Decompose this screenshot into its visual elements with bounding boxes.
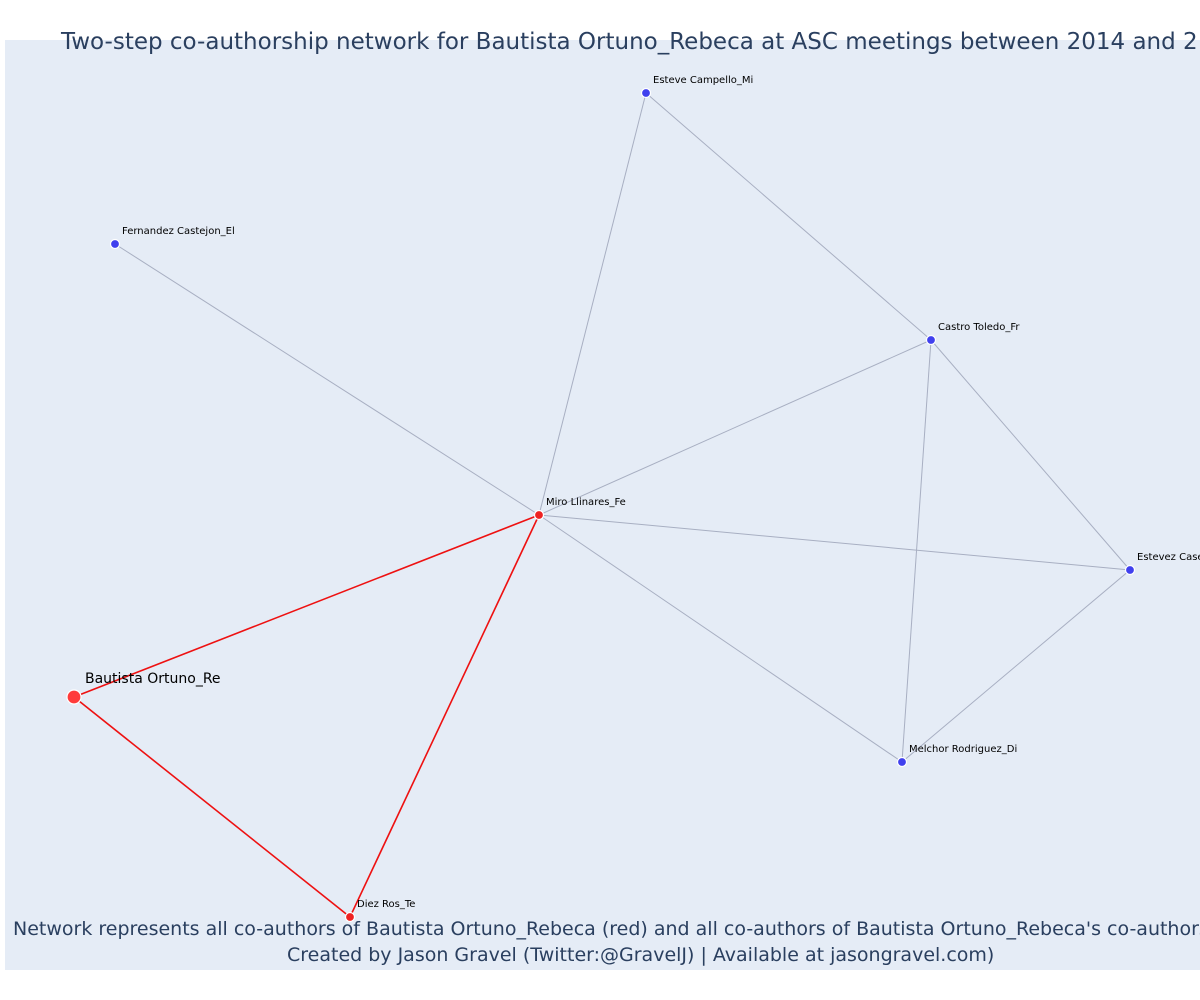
edge-castro-melchor	[901, 339, 932, 763]
node-label-diez: Diez Ros_Te	[357, 899, 415, 910]
nodes-layer	[66, 87, 1136, 923]
node-label-esteve: Esteve Campello_Mi	[653, 75, 753, 86]
node-label-miro: Miro Llinares_Fe	[546, 497, 626, 508]
edge-bautista-diez	[73, 696, 351, 918]
node-label-melchor: Melchor Rodriguez_Di	[909, 744, 1017, 755]
plot-area	[5, 40, 1200, 970]
edge-miro-esteve	[538, 92, 647, 516]
node-miro[interactable]	[533, 509, 545, 521]
edge-estevez-melchor	[901, 569, 1131, 763]
node-label-castro: Castro Toledo_Fr	[938, 322, 1020, 333]
labels-layer: Bautista Ortuno_Re Miro Llinares_Fe Diez R…	[85, 75, 1200, 910]
chart-title: Two-step co-authorship network for Bauti…	[61, 29, 1198, 55]
edge-miro-estevez	[538, 514, 1131, 571]
node-esteve[interactable]	[640, 87, 652, 99]
node-bautista[interactable]	[66, 689, 82, 705]
edge-miro-diez	[349, 514, 540, 918]
caption-credit: Created by Jason Gravel (Twitter:@Gravel…	[287, 944, 995, 966]
node-melchor[interactable]	[896, 756, 908, 768]
node-label-fernandez: Fernandez Castejon_El	[122, 226, 235, 237]
node-estevez[interactable]	[1124, 564, 1136, 576]
edge-miro-fernandez	[114, 243, 540, 516]
edge-castro-estevez	[930, 339, 1131, 571]
node-fernandez[interactable]	[109, 238, 121, 250]
edge-miro-melchor	[538, 514, 903, 763]
edge-esteve-castro	[645, 92, 932, 341]
node-label-estevez: Estevez Case	[1137, 552, 1200, 563]
node-diez[interactable]	[344, 911, 356, 923]
edges-layer	[73, 92, 1131, 918]
edge-miro-castro	[538, 339, 932, 516]
node-label-bautista: Bautista Ortuno_Re	[85, 671, 221, 687]
caption-description: Network represents all co-authors of Bau…	[13, 918, 1200, 940]
edge-bautista-miro	[73, 514, 540, 698]
node-castro[interactable]	[925, 334, 937, 346]
